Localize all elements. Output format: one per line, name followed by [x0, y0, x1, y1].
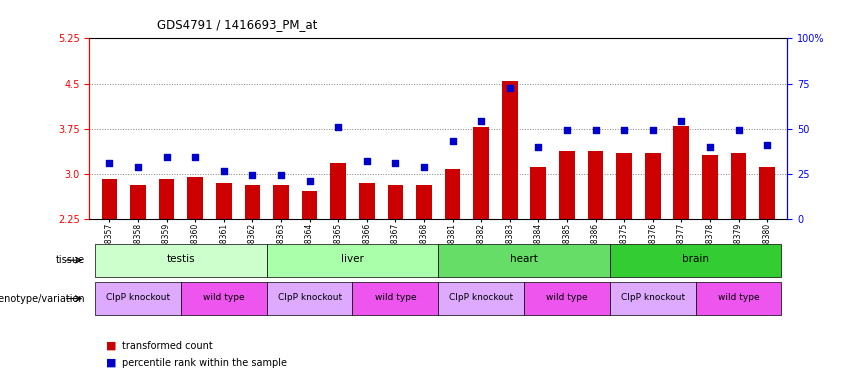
- Point: [646, 127, 660, 134]
- Point: [446, 137, 460, 144]
- Text: ClpP knockout: ClpP knockout: [106, 293, 170, 302]
- Bar: [616, 153, 632, 219]
- Bar: [731, 153, 746, 219]
- Point: [160, 154, 174, 160]
- Bar: [502, 81, 517, 219]
- Point: [532, 144, 545, 150]
- Text: genotype/variation: genotype/variation: [0, 293, 85, 304]
- Bar: [95, 244, 266, 276]
- Text: heart: heart: [510, 255, 538, 265]
- Bar: [438, 244, 610, 276]
- Bar: [559, 151, 574, 219]
- Point: [760, 142, 774, 148]
- Point: [188, 154, 202, 160]
- Point: [274, 172, 288, 178]
- Bar: [645, 153, 660, 219]
- Point: [103, 160, 117, 166]
- Text: ■: ■: [106, 341, 117, 351]
- Text: ClpP knockout: ClpP knockout: [620, 293, 685, 302]
- Bar: [524, 282, 610, 315]
- Bar: [181, 282, 266, 315]
- Bar: [95, 282, 181, 315]
- Bar: [359, 183, 374, 219]
- Point: [389, 160, 403, 166]
- Bar: [610, 282, 695, 315]
- Bar: [187, 177, 203, 219]
- Bar: [216, 183, 231, 219]
- Bar: [266, 282, 352, 315]
- Point: [217, 168, 231, 174]
- Text: wild type: wild type: [717, 293, 759, 302]
- Text: wild type: wild type: [203, 293, 244, 302]
- Point: [331, 124, 345, 130]
- Text: testis: testis: [167, 255, 195, 265]
- Point: [303, 178, 317, 184]
- Bar: [158, 179, 174, 219]
- Bar: [352, 282, 438, 315]
- Text: wild type: wild type: [374, 293, 416, 302]
- Bar: [330, 163, 346, 219]
- Text: tissue: tissue: [56, 255, 85, 265]
- Point: [675, 118, 688, 124]
- Text: wild type: wild type: [546, 293, 588, 302]
- Point: [732, 127, 745, 134]
- Bar: [530, 167, 546, 219]
- Text: ■: ■: [106, 358, 117, 368]
- Text: ClpP knockout: ClpP knockout: [449, 293, 513, 302]
- Bar: [588, 151, 603, 219]
- Point: [560, 127, 574, 134]
- Point: [246, 172, 260, 178]
- Point: [417, 164, 431, 170]
- Text: percentile rank within the sample: percentile rank within the sample: [122, 358, 287, 368]
- Point: [474, 118, 488, 124]
- Bar: [445, 169, 460, 219]
- Bar: [302, 190, 317, 219]
- Text: ClpP knockout: ClpP knockout: [277, 293, 341, 302]
- Bar: [130, 185, 146, 219]
- Point: [703, 144, 717, 150]
- Bar: [266, 244, 438, 276]
- Text: brain: brain: [683, 255, 709, 265]
- Bar: [759, 167, 775, 219]
- Bar: [387, 185, 403, 219]
- Bar: [438, 282, 524, 315]
- Bar: [273, 185, 288, 219]
- Bar: [695, 282, 781, 315]
- Bar: [702, 154, 718, 219]
- Bar: [473, 127, 489, 219]
- Text: liver: liver: [341, 255, 364, 265]
- Point: [589, 127, 603, 134]
- Text: transformed count: transformed count: [122, 341, 213, 351]
- Bar: [416, 185, 431, 219]
- Point: [617, 127, 631, 134]
- Point: [131, 164, 145, 170]
- Bar: [101, 179, 117, 219]
- Point: [503, 85, 517, 91]
- Text: GDS4791 / 1416693_PM_at: GDS4791 / 1416693_PM_at: [157, 18, 317, 31]
- Bar: [673, 126, 689, 219]
- Bar: [610, 244, 781, 276]
- Point: [360, 157, 374, 164]
- Bar: [244, 185, 260, 219]
